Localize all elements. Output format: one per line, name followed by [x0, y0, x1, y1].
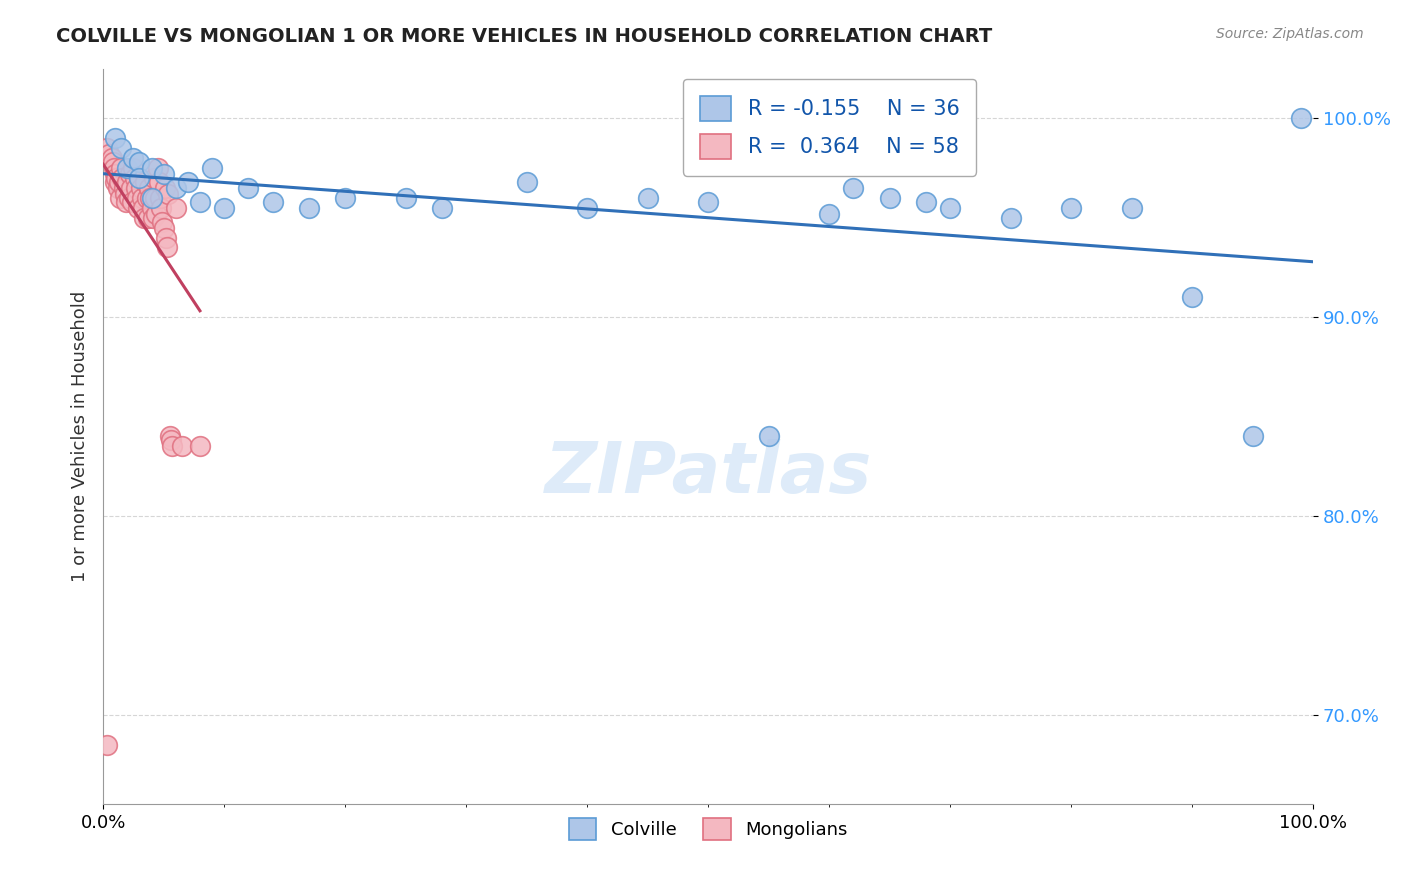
- Point: [155, 230, 177, 244]
- Point: [114, 186, 136, 201]
- Point: [142, 170, 165, 185]
- Point: [1241, 429, 1264, 443]
- Point: [159, 429, 181, 443]
- Y-axis label: 1 or more Vehicles in Household: 1 or more Vehicles in Household: [72, 291, 89, 582]
- Point: [188, 439, 211, 453]
- Point: [152, 167, 174, 181]
- Point: [125, 181, 148, 195]
- Point: [842, 181, 865, 195]
- Point: [121, 194, 143, 209]
- Point: [153, 181, 176, 195]
- Point: [110, 161, 132, 175]
- Point: [129, 181, 152, 195]
- Point: [111, 170, 134, 185]
- Point: [160, 439, 183, 453]
- Point: [118, 167, 141, 181]
- Point: [262, 194, 284, 209]
- Point: [165, 181, 187, 195]
- Point: [103, 161, 125, 175]
- Point: [122, 151, 145, 165]
- Point: [1060, 201, 1083, 215]
- Point: [107, 181, 129, 195]
- Point: [637, 191, 659, 205]
- Point: [131, 191, 153, 205]
- Point: [139, 191, 162, 205]
- Point: [122, 161, 145, 175]
- Text: Source: ZipAtlas.com: Source: ZipAtlas.com: [1216, 27, 1364, 41]
- Point: [156, 240, 179, 254]
- Point: [212, 201, 235, 215]
- Point: [152, 220, 174, 235]
- Point: [101, 155, 124, 169]
- Point: [298, 201, 321, 215]
- Text: COLVILLE VS MONGOLIAN 1 OR MORE VEHICLES IN HOUSEHOLD CORRELATION CHART: COLVILLE VS MONGOLIAN 1 OR MORE VEHICLES…: [56, 27, 993, 45]
- Point: [141, 201, 163, 215]
- Point: [124, 170, 146, 185]
- Point: [152, 214, 174, 228]
- Point: [141, 161, 163, 175]
- Point: [333, 191, 356, 205]
- Point: [149, 191, 172, 205]
- Text: ZIPatlas: ZIPatlas: [544, 439, 872, 508]
- Point: [915, 194, 938, 209]
- Point: [1289, 112, 1312, 126]
- Point: [141, 191, 163, 205]
- Point: [100, 151, 122, 165]
- Point: [112, 181, 135, 195]
- Point: [150, 201, 173, 215]
- Point: [697, 194, 720, 209]
- Point: [128, 155, 150, 169]
- Point: [201, 161, 224, 175]
- Point: [104, 175, 127, 189]
- Point: [120, 181, 142, 195]
- Point: [818, 207, 841, 221]
- Point: [128, 170, 150, 185]
- Point: [117, 161, 139, 175]
- Point: [238, 181, 260, 195]
- Point: [96, 141, 118, 155]
- Point: [136, 211, 159, 225]
- Point: [160, 434, 183, 448]
- Point: [104, 131, 127, 145]
- Point: [108, 175, 131, 189]
- Point: [157, 186, 180, 201]
- Point: [170, 439, 193, 453]
- Point: [115, 194, 138, 209]
- Point: [138, 181, 160, 195]
- Point: [135, 191, 157, 205]
- Point: [165, 201, 187, 215]
- Point: [758, 429, 780, 443]
- Point: [576, 201, 599, 215]
- Point: [128, 170, 150, 185]
- Legend: Colville, Mongolians: Colville, Mongolians: [554, 803, 862, 855]
- Point: [96, 738, 118, 752]
- Point: [105, 170, 128, 185]
- Point: [146, 161, 169, 175]
- Point: [177, 175, 200, 189]
- Point: [142, 211, 165, 225]
- Point: [516, 175, 538, 189]
- Point: [395, 191, 418, 205]
- Point: [127, 201, 149, 215]
- Point: [110, 141, 132, 155]
- Point: [125, 191, 148, 205]
- Point: [430, 201, 453, 215]
- Point: [117, 191, 139, 205]
- Point: [145, 207, 167, 221]
- Point: [148, 175, 170, 189]
- Point: [1000, 211, 1022, 225]
- Point: [98, 147, 121, 161]
- Point: [1121, 201, 1143, 215]
- Point: [132, 201, 155, 215]
- Point: [939, 201, 962, 215]
- Point: [879, 191, 901, 205]
- Point: [117, 175, 139, 189]
- Point: [134, 175, 156, 189]
- Point: [104, 167, 127, 181]
- Point: [143, 191, 166, 205]
- Point: [134, 211, 156, 225]
- Point: [108, 191, 131, 205]
- Point: [1181, 290, 1204, 304]
- Point: [188, 194, 211, 209]
